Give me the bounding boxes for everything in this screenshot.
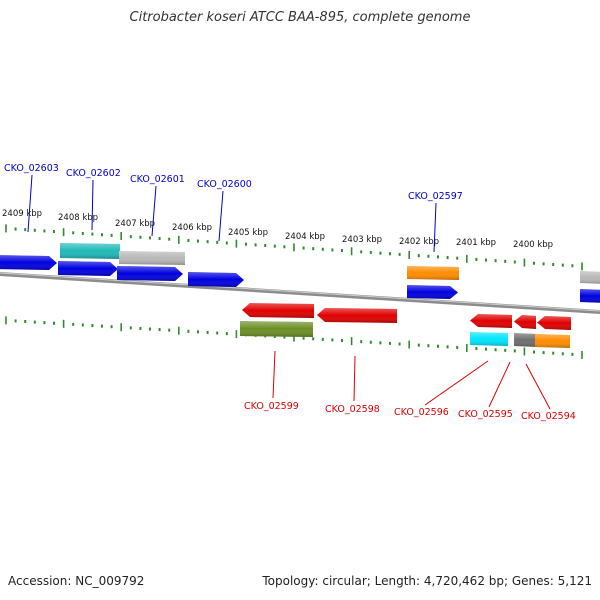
gene-label-bottom: CKO_02596 xyxy=(394,407,449,418)
callout-line xyxy=(218,190,224,242)
gene-cko-02603[interactable] xyxy=(0,255,57,270)
ruler-label: 2407 kbp xyxy=(115,219,155,229)
callout-line xyxy=(488,361,511,408)
gene-feature-darkgray[interactable] xyxy=(514,333,538,347)
genome-summary: Topology: circular; Length: 4,720,462 bp… xyxy=(262,574,592,588)
ruler-label: 2409 kbp xyxy=(2,209,42,219)
gene-label-top: CKO_02603 xyxy=(4,163,59,174)
accession-label: Accession: NC_009792 xyxy=(8,574,145,588)
gene-label-top: CKO_02601 xyxy=(130,174,185,185)
gene-feature-orange-2[interactable] xyxy=(535,334,570,348)
ruler-label: 2402 kbp xyxy=(399,237,439,247)
gene-label-bottom: CKO_02598 xyxy=(325,404,380,415)
gene-cko-02596[interactable] xyxy=(470,314,512,328)
ruler-ticks-top xyxy=(5,224,583,271)
gene-label-bottom: CKO_02599 xyxy=(244,401,299,412)
ruler-label: 2406 kbp xyxy=(172,223,212,233)
ruler-label: 2401 kbp xyxy=(456,238,496,248)
gene-label-top: CKO_02600 xyxy=(197,179,252,190)
ruler-label: 2405 kbp xyxy=(228,228,268,238)
gene-cko-02600[interactable] xyxy=(188,272,244,287)
ruler-label: 2400 kbp xyxy=(513,240,553,250)
gene-feature-orange[interactable] xyxy=(407,266,459,280)
gene-cko-02601[interactable] xyxy=(117,266,183,281)
gene-cko-02597[interactable] xyxy=(407,285,458,299)
gene-feature-gray[interactable] xyxy=(119,251,185,265)
callout-line xyxy=(525,363,551,410)
callout-line xyxy=(27,174,33,233)
gene-cko-02594[interactable] xyxy=(537,316,571,330)
gene-callouts: CKO_02603 CKO_02602 CKO_02601 CKO_02600 CKO_… xyxy=(4,163,576,422)
gene-cko-02595[interactable] xyxy=(514,315,536,329)
ruler-label: 2408 kbp xyxy=(58,213,98,223)
gene-feature-teal[interactable] xyxy=(60,243,120,259)
ruler-ticks-bottom xyxy=(5,316,583,359)
ruler-label: 2403 kbp xyxy=(342,235,382,245)
callout-line xyxy=(272,350,276,399)
genome-title: Citrobacter koseri ATCC BAA-895, complet… xyxy=(129,10,471,25)
gene-feature-cyan[interactable] xyxy=(470,332,508,346)
gene-label-top: CKO_02602 xyxy=(66,168,121,179)
gene-label-bottom: CKO_02595 xyxy=(458,409,513,420)
gene-feature-blue-edge[interactable] xyxy=(580,289,600,303)
callout-line xyxy=(433,202,437,253)
gene-cko-02599-red[interactable] xyxy=(242,303,314,318)
gene-cko-02598[interactable] xyxy=(317,308,397,323)
genome-backbone xyxy=(0,272,600,314)
backbone-highlight xyxy=(0,272,600,312)
gene-label-bottom: CKO_02594 xyxy=(521,411,576,422)
gene-feature-gray-2[interactable] xyxy=(580,271,600,284)
callout-line xyxy=(424,360,489,406)
callout-line xyxy=(151,185,157,237)
ruler-labels: 2409 kbp 2408 kbp 2407 kbp 2406 kbp 2405 kbp… xyxy=(2,209,553,250)
callout-line xyxy=(91,179,94,231)
gene-cko-02602[interactable] xyxy=(58,261,118,276)
callout-line xyxy=(353,355,356,402)
gene-label-top: CKO_02597 xyxy=(408,191,463,202)
ruler-label: 2404 kbp xyxy=(285,232,325,242)
gene-cko-02599[interactable] xyxy=(240,321,313,337)
gene-features xyxy=(0,243,600,348)
